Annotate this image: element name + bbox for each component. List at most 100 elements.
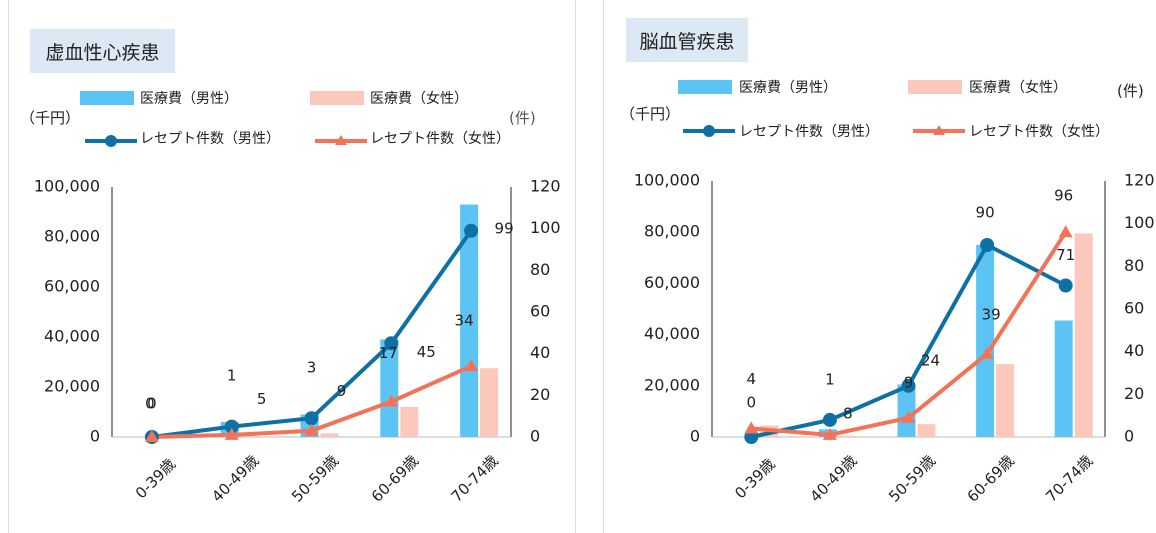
data-label-female-count: 3	[307, 358, 317, 376]
left-axis-unit: （千円）	[20, 109, 81, 127]
legend-marker-male-count	[105, 135, 117, 147]
left-tick-label: 20,000	[644, 375, 700, 394]
x-tick-label: 50-59歳	[288, 452, 342, 506]
left-tick-label: 40,000	[44, 327, 100, 346]
bar-male-cost	[897, 384, 916, 437]
bar-female-cost	[917, 424, 936, 437]
bar-female-cost	[996, 364, 1015, 437]
marker-male-count	[1058, 278, 1073, 293]
legend-male-count: レセプト件数（男性）	[739, 124, 879, 140]
data-label-male-count: 0	[147, 395, 157, 413]
right-tick-label: 100	[530, 218, 561, 237]
data-label-female-count: 34	[455, 312, 474, 330]
bar-female-cost	[400, 407, 419, 437]
bar-female-cost	[838, 435, 857, 437]
chart-1	[80, 91, 512, 444]
left-tick-label: 60,000	[44, 277, 100, 296]
right-tick-label: 60	[1124, 299, 1144, 318]
left-tick-label: 80,000	[644, 222, 700, 241]
marker-male-count	[980, 238, 995, 252]
data-label-male-count: 8	[843, 404, 853, 422]
x-tick-label: 70-74歳	[1042, 452, 1096, 506]
right-tick-label: 40	[530, 343, 550, 362]
data-label-male-count: 9	[337, 382, 347, 400]
x-tick-label: 40-49歳	[806, 452, 860, 506]
bar-female-cost	[320, 433, 339, 437]
legend-male-count: レセプト件数（男性）	[140, 131, 280, 147]
left-tick-label: 100,000	[634, 171, 700, 190]
right-tick-label: 80	[1124, 256, 1144, 275]
marker-male-count	[304, 411, 319, 426]
marker-female-count	[464, 359, 479, 372]
right-tick-label: 20	[530, 385, 550, 404]
data-label-female-count: 96	[1054, 187, 1073, 205]
marker-female-count	[144, 430, 159, 442]
marker-female-count	[901, 410, 916, 423]
left-tick-label: 80,000	[44, 227, 100, 246]
chart-panel-cerebrovascular-disease	[603, 0, 1156, 533]
data-label-female-count: 1	[227, 366, 237, 384]
data-label-female-count: 1	[825, 370, 835, 388]
chart-panel-ischemic-heart-disease	[8, 0, 576, 533]
marker-male-count	[744, 430, 759, 444]
legend-female-count: レセプト件数（女性）	[370, 131, 510, 147]
x-tick-label: 60-69歳	[368, 452, 422, 506]
right-tick-label: 100	[1124, 213, 1155, 232]
right-tick-label: 80	[530, 260, 550, 279]
chart-title: 脳血管疾患	[626, 18, 748, 62]
marker-female-count	[744, 421, 759, 434]
marker-male-count	[384, 336, 399, 351]
left-axis-unit: （千円）	[620, 105, 681, 123]
x-tick-label: 70-74歳	[448, 452, 502, 506]
bar-female-cost	[1074, 233, 1093, 437]
data-label-female-count: 0	[145, 395, 155, 413]
right-tick-label: 120	[1124, 171, 1155, 190]
legend-swatch-female-cost	[310, 91, 364, 105]
legend-marker-female-count	[335, 135, 347, 145]
x-tick-label: 50-59歳	[885, 452, 939, 506]
left-tick-label: 0	[90, 427, 100, 446]
legend-female-count: レセプト件数（女性）	[969, 124, 1109, 140]
chart-2	[678, 80, 1106, 444]
left-tick-label: 0	[690, 427, 700, 446]
legend-swatch-female-cost	[908, 80, 962, 94]
marker-male-count	[464, 223, 479, 238]
right-tick-label: 0	[1124, 427, 1134, 446]
x-tick-label: 40-49歳	[208, 452, 262, 506]
left-tick-label: 100,000	[34, 177, 100, 196]
marker-female-count	[304, 423, 319, 436]
bar-female-cost	[480, 368, 499, 437]
data-label-male-count: 90	[976, 204, 995, 222]
x-tick-label: 0-39歳	[731, 455, 778, 502]
right-tick-label: 40	[1124, 341, 1144, 360]
marker-male-count	[901, 378, 916, 393]
data-label-male-count: 71	[1056, 246, 1075, 264]
right-tick-label: 60	[530, 302, 550, 321]
marker-female-count	[980, 346, 995, 359]
data-label-male-count: 5	[257, 390, 267, 408]
bar-male-cost	[460, 204, 479, 437]
legend-female-cost: 医療費（女性）	[370, 91, 468, 107]
chart-title: 虚血性心疾患	[30, 29, 175, 73]
marker-male-count	[822, 412, 837, 427]
legend-swatch-male-cost	[678, 80, 732, 94]
data-label-male-count: 0	[747, 394, 757, 412]
right-tick-label: 0	[530, 427, 540, 446]
x-tick-label: 60-69歳	[964, 452, 1018, 506]
left-tick-label: 40,000	[644, 324, 700, 343]
right-tick-label: 120	[530, 177, 561, 196]
legend-male-cost: 医療費（男性）	[739, 80, 837, 96]
marker-female-count	[224, 427, 239, 440]
left-tick-label: 60,000	[644, 273, 700, 292]
data-label-female-count: 39	[982, 305, 1001, 323]
marker-female-count	[384, 394, 399, 407]
legend-female-cost: 医療費（女性）	[969, 80, 1067, 96]
right-axis-unit: (件)	[1117, 82, 1144, 100]
bar-male-cost	[1054, 320, 1073, 437]
bar-male-cost	[976, 245, 995, 437]
data-label-male-count: 24	[921, 351, 940, 369]
marker-female-count	[1058, 225, 1073, 238]
legend-marker-male-count	[703, 125, 715, 137]
bar-male-cost	[380, 339, 399, 437]
